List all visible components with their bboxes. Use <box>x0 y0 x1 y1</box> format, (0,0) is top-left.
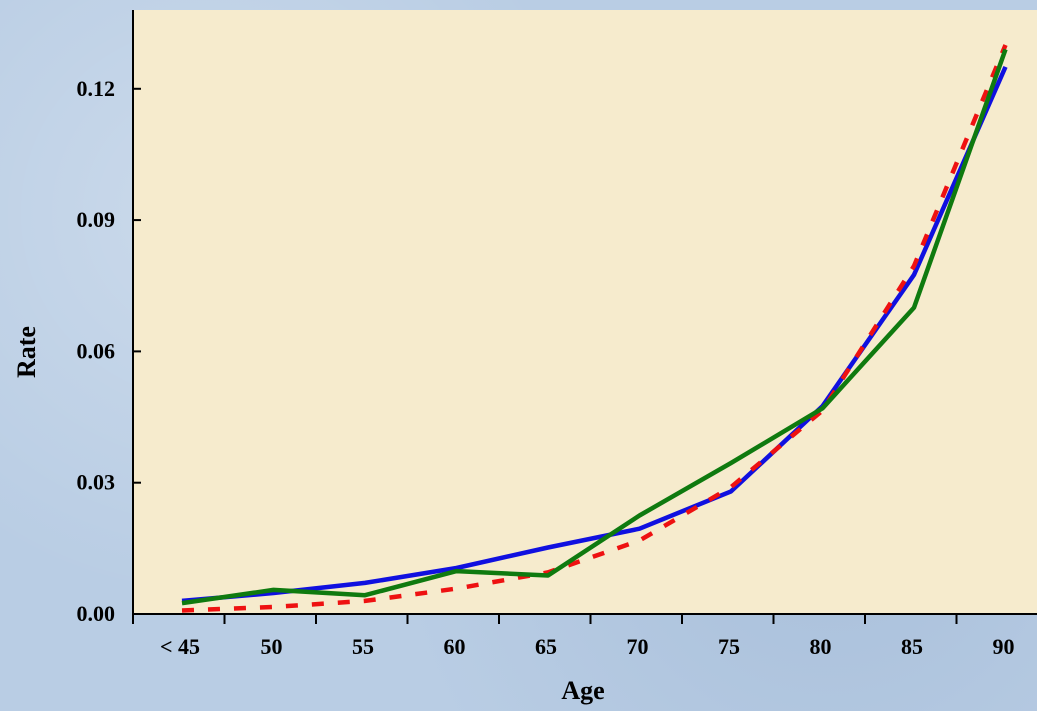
x-axis-title: Age <box>561 676 604 705</box>
y-tick-label: 0.09 <box>77 207 116 232</box>
x-tick-label: 85 <box>901 634 923 659</box>
y-tick-label: 0.03 <box>77 470 116 495</box>
series-line-2 <box>181 44 1008 613</box>
plot-area <box>133 10 1037 614</box>
y-tick-label: 0.06 <box>77 338 116 363</box>
series-line-1 <box>181 65 1008 604</box>
x-tick-label: 55 <box>352 634 374 659</box>
x-tick-label: 75 <box>718 634 740 659</box>
x-tick-label: 50 <box>261 634 283 659</box>
x-tick-label: 90 <box>993 634 1015 659</box>
x-tick-label: 60 <box>444 634 466 659</box>
y-axis-title: Rate <box>12 326 41 378</box>
x-tick-label: 80 <box>810 634 832 659</box>
series-layer <box>181 44 1008 613</box>
x-tick-label: < 45 <box>160 634 200 659</box>
y-tick-label: 0.00 <box>77 601 116 626</box>
axes-layer: 0.00 0.03 0.06 0.09 0.12 < 45 50 55 60 65 70 75 80 85… <box>77 10 1037 659</box>
x-tick-label: 65 <box>535 634 557 659</box>
y-tick-label: 0.12 <box>77 76 116 101</box>
x-tick-label: 70 <box>627 634 649 659</box>
series-line-3 <box>181 48 1008 606</box>
